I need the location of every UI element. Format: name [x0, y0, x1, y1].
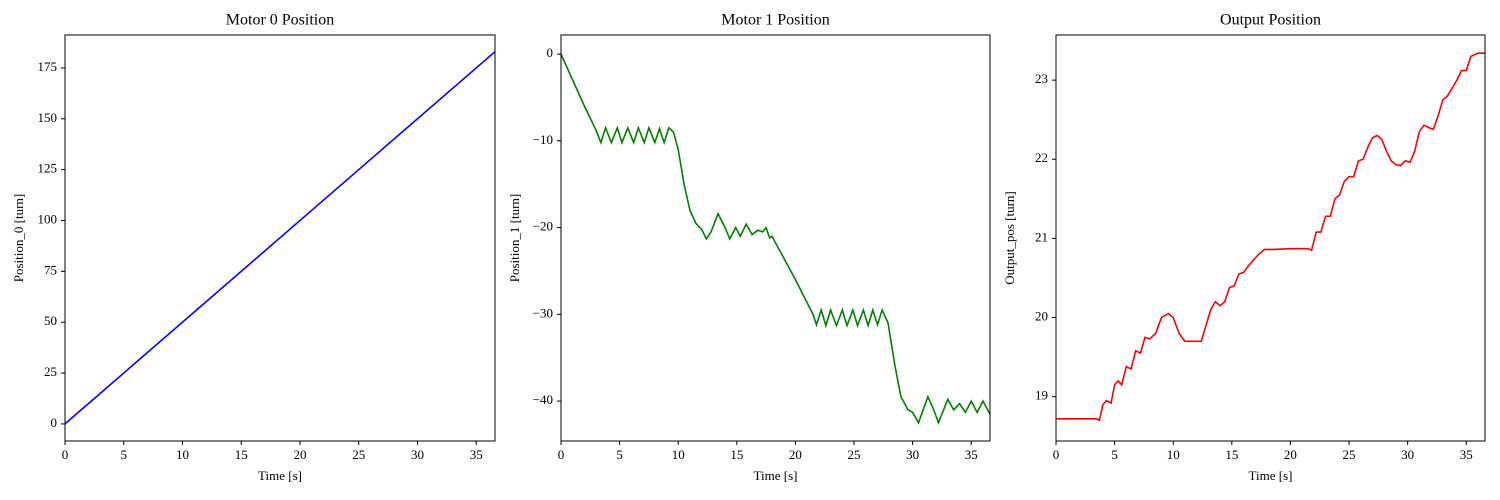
chart-title: Output Position	[1220, 12, 1321, 29]
y-tick-label: 23	[1035, 71, 1048, 86]
x-tick-label: 10	[672, 447, 685, 462]
data-line	[64, 51, 496, 425]
x-tick-label: 30	[906, 447, 919, 462]
y-tick-label: 25	[44, 364, 57, 379]
y-tick-label: 0	[547, 45, 554, 60]
y-tick-label: 21	[1035, 229, 1048, 244]
y-tick-label: 175	[38, 59, 58, 74]
x-tick-label: 0	[62, 447, 69, 462]
data-line	[1056, 52, 1485, 422]
y-tick-label: 22	[1035, 150, 1048, 165]
y-tick-label: −10	[533, 132, 553, 147]
x-tick-label: 15	[235, 447, 248, 462]
y-tick-label: 50	[44, 313, 57, 328]
x-tick-label: 35	[470, 447, 483, 462]
y-tick-label: 125	[38, 161, 58, 176]
x-tick-label: 5	[1111, 447, 1118, 462]
y-tick-label: 0	[51, 415, 58, 430]
x-tick-label: 30	[411, 447, 424, 462]
y-tick-label: −30	[533, 305, 553, 320]
plot-frame	[1055, 34, 1486, 442]
x-tick-label: 15	[1225, 447, 1238, 462]
x-tick-label: 0	[1053, 447, 1060, 462]
x-tick-label: 25	[848, 447, 861, 462]
x-tick-label: 10	[176, 447, 189, 462]
x-tick-label: 5	[120, 447, 127, 462]
x-tick-label: 20	[789, 447, 802, 462]
x-tick-label: 35	[965, 447, 978, 462]
y-tick-label: 19	[1035, 388, 1048, 403]
x-tick-label: 20	[1284, 447, 1297, 462]
plot-frame	[64, 34, 496, 442]
y-tick-label: 20	[1035, 309, 1048, 324]
x-tick-label: 20	[293, 447, 306, 462]
x-tick-label: 25	[1343, 447, 1356, 462]
x-tick-label: 30	[1401, 447, 1414, 462]
x-tick-label: 10	[1167, 447, 1180, 462]
y-tick-label: −20	[533, 219, 553, 234]
x-axis-label: Time [s]	[754, 468, 798, 483]
y-tick-label: 100	[38, 211, 58, 226]
x-tick-label: 15	[730, 447, 743, 462]
x-tick-label: 35	[1460, 447, 1473, 462]
x-axis-label: Time [s]	[1249, 468, 1293, 483]
y-tick-label: 75	[44, 262, 57, 277]
plot-frame	[560, 34, 991, 442]
x-tick-label: 0	[558, 447, 565, 462]
x-tick-label: 25	[352, 447, 365, 462]
y-axis-label: Position_0 [turn]	[11, 194, 26, 282]
data-line	[560, 53, 991, 426]
x-axis-label: Time [s]	[258, 468, 302, 483]
y-axis-label: Output_pos [turn]	[1002, 191, 1017, 285]
y-tick-label: 150	[38, 110, 58, 125]
chart-title: Motor 0 Position	[226, 12, 334, 29]
x-tick-label: 5	[616, 447, 623, 462]
y-tick-label: −40	[533, 392, 553, 407]
y-axis-label: Position_1 [turn]	[507, 194, 522, 282]
chart-title: Motor 1 Position	[721, 12, 829, 29]
